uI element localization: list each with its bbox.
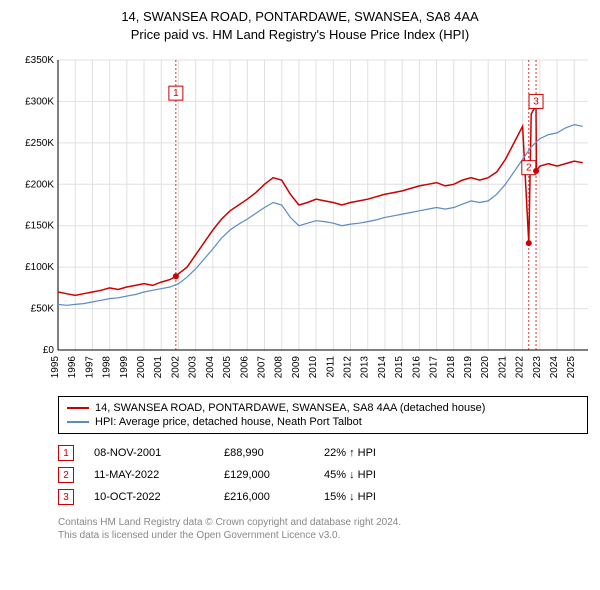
legend-swatch [67,421,89,423]
svg-text:2002: 2002 [170,356,181,379]
legend-label: 14, SWANSEA ROAD, PONTARDAWE, SWANSEA, S… [95,402,485,414]
title-block: 14, SWANSEA ROAD, PONTARDAWE, SWANSEA, S… [8,8,592,44]
attribution: Contains HM Land Registry data © Crown c… [58,516,588,542]
sale-row: 1 08-NOV-2001 £88,990 22% ↑ HPI [58,442,588,464]
legend-swatch [67,407,89,409]
svg-text:£50K: £50K [31,304,55,315]
svg-text:2013: 2013 [360,356,371,379]
legend-row: 14, SWANSEA ROAD, PONTARDAWE, SWANSEA, S… [67,401,579,415]
sale-row: 2 11-MAY-2022 £129,000 45% ↓ HPI [58,464,588,486]
svg-text:£250K: £250K [25,138,54,149]
svg-text:3: 3 [533,97,539,108]
svg-text:2008: 2008 [274,356,285,379]
svg-text:1995: 1995 [50,356,61,379]
svg-text:2003: 2003 [188,356,199,379]
sale-delta: 45% ↓ HPI [324,469,424,481]
svg-text:2020: 2020 [480,356,491,379]
svg-text:2000: 2000 [136,356,147,379]
svg-text:2025: 2025 [566,356,577,379]
sale-row: 3 10-OCT-2022 £216,000 15% ↓ HPI [58,486,588,508]
svg-text:1996: 1996 [67,356,78,379]
svg-text:£200K: £200K [25,180,54,191]
svg-text:2004: 2004 [205,356,216,379]
sale-marker-box: 3 [58,489,74,505]
sale-marker-box: 1 [58,445,74,461]
svg-text:2024: 2024 [549,356,560,379]
price-chart: £0 £50K £100K £150K £200K £250K £300K £350K 1995… [8,50,592,390]
legend: 14, SWANSEA ROAD, PONTARDAWE, SWANSEA, S… [58,396,588,434]
svg-text:2019: 2019 [463,356,474,379]
chart-container: £0 £50K £100K £150K £200K £250K £300K £350K 1995… [8,50,592,390]
svg-text:2011: 2011 [325,356,336,378]
svg-text:2021: 2021 [497,356,508,379]
svg-text:2015: 2015 [394,356,405,379]
sale-price: £88,990 [224,447,304,459]
legend-row: HPI: Average price, detached house, Neat… [67,415,579,429]
svg-text:£150K: £150K [25,221,54,232]
sale-delta: 15% ↓ HPI [324,491,424,503]
svg-text:2001: 2001 [153,356,164,379]
svg-text:1997: 1997 [84,356,95,379]
svg-text:1998: 1998 [102,356,113,379]
svg-text:2005: 2005 [222,356,233,379]
svg-text:2007: 2007 [256,356,267,379]
sale-date: 08-NOV-2001 [94,447,204,459]
svg-text:£100K: £100K [25,263,54,274]
attribution-line2: This data is licensed under the Open Gov… [58,529,588,542]
svg-text:1: 1 [173,89,179,100]
svg-text:2016: 2016 [411,356,422,379]
svg-text:2012: 2012 [343,356,354,379]
attribution-line1: Contains HM Land Registry data © Crown c… [58,516,588,529]
sale-date: 10-OCT-2022 [94,491,204,503]
svg-text:£300K: £300K [25,97,54,108]
svg-text:2010: 2010 [308,356,319,379]
svg-text:2023: 2023 [532,356,543,379]
svg-text:2014: 2014 [377,356,388,379]
sales-table: 1 08-NOV-2001 £88,990 22% ↑ HPI 2 11-MAY-2022… [58,442,588,508]
svg-text:2: 2 [526,163,532,174]
svg-text:£350K: £350K [25,55,54,66]
sale-delta: 22% ↑ HPI [324,447,424,459]
svg-text:£0: £0 [43,345,55,356]
sale-marker-box: 2 [58,467,74,483]
svg-text:2009: 2009 [291,356,302,379]
svg-text:2018: 2018 [446,356,457,379]
title-address: 14, SWANSEA ROAD, PONTARDAWE, SWANSEA, S… [8,8,592,26]
svg-text:2022: 2022 [515,356,526,379]
svg-text:1999: 1999 [119,356,130,379]
sale-price: £129,000 [224,469,304,481]
sale-price: £216,000 [224,491,304,503]
svg-text:2017: 2017 [429,356,440,379]
sale-date: 11-MAY-2022 [94,469,204,481]
svg-text:2006: 2006 [239,356,250,379]
legend-label: HPI: Average price, detached house, Neat… [95,416,362,428]
title-subtitle: Price paid vs. HM Land Registry's House … [8,26,592,44]
